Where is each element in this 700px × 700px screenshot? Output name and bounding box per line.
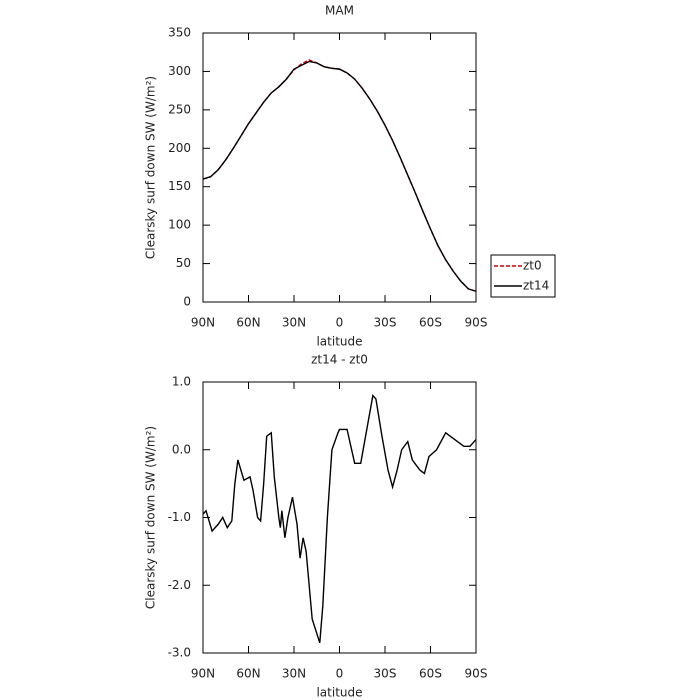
chart-title: MAM xyxy=(325,4,354,18)
y-tick-label: 300 xyxy=(168,64,191,78)
x-tick-label: 0 xyxy=(336,316,344,330)
series-line xyxy=(202,59,477,292)
y-tick-label: 150 xyxy=(168,179,191,193)
plot-frame xyxy=(202,32,477,303)
x-tick-label: 90N xyxy=(191,316,215,330)
x-tick-label: 0 xyxy=(336,667,344,681)
chart-title: zt14 - zt0 xyxy=(311,353,368,367)
x-tick-label: 90S xyxy=(465,316,488,330)
y-tick-label: 1.0 xyxy=(172,375,191,389)
x-tick-label: 90N xyxy=(191,667,215,681)
y-tick-label: 250 xyxy=(168,102,191,116)
x-tick-label: 30N xyxy=(282,667,306,681)
y-tick-label: 0 xyxy=(183,295,191,309)
series-line xyxy=(202,394,477,644)
y-axis-label: Clearsky surf down SW (W/m²) xyxy=(144,76,158,259)
x-tick-label: 60S xyxy=(419,316,442,330)
x-tick-label: 30N xyxy=(282,316,306,330)
y-tick-label: 100 xyxy=(168,218,191,232)
x-axis-label: latitude xyxy=(316,335,362,349)
x-tick-label: 60S xyxy=(419,667,442,681)
plot-frame xyxy=(202,381,477,654)
y-tick-label: 50 xyxy=(176,256,191,270)
x-tick-label: 30S xyxy=(374,667,397,681)
x-axis-label: latitude xyxy=(316,686,362,700)
y-tick-label: 350 xyxy=(168,26,191,40)
x-tick-label: 60N xyxy=(236,667,260,681)
legend-label: zt0 xyxy=(523,259,542,273)
x-tick-label: 30S xyxy=(374,316,397,330)
y-tick-label: -1.0 xyxy=(168,510,191,524)
x-tick-label: 60N xyxy=(236,316,260,330)
y-axis-label: Clearsky surf down SW (W/m²) xyxy=(144,426,158,609)
y-tick-label: 0.0 xyxy=(172,442,191,456)
x-tick-label: 90S xyxy=(465,667,488,681)
y-tick-label: -3.0 xyxy=(168,646,191,660)
legend-box xyxy=(490,254,556,298)
legend-label: zt14 xyxy=(523,279,549,293)
y-tick-label: 200 xyxy=(168,141,191,155)
series-line xyxy=(202,60,477,292)
y-tick-label: -2.0 xyxy=(168,578,191,592)
